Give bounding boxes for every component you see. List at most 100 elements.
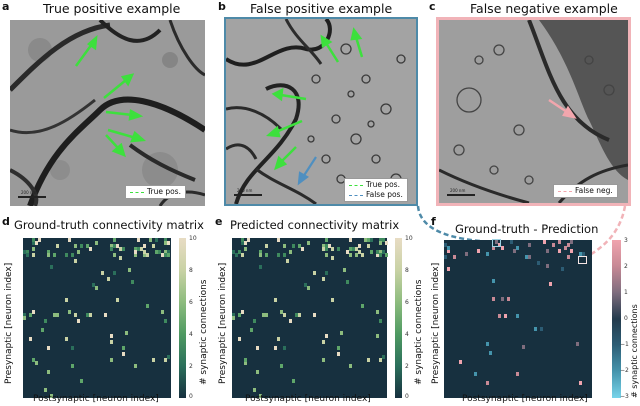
matrix-cell bbox=[134, 253, 137, 257]
matrix-cell bbox=[337, 352, 340, 356]
arrows-false-neg bbox=[548, 98, 577, 119]
cbar-d-tick: 2 bbox=[189, 363, 193, 370]
matrix-cell bbox=[74, 244, 77, 248]
matrix-cell bbox=[113, 244, 116, 248]
matrix-cell bbox=[241, 238, 244, 242]
matrix-cell bbox=[238, 313, 241, 317]
matrix-cell bbox=[238, 337, 241, 341]
matrix-cell bbox=[492, 246, 495, 250]
matrix-cell bbox=[68, 310, 71, 314]
matrix-cell bbox=[65, 298, 68, 302]
matrix-cell bbox=[143, 244, 146, 248]
matrix-cell bbox=[546, 264, 549, 268]
matrix-cell bbox=[74, 313, 77, 317]
matrix-cell bbox=[376, 334, 379, 338]
matrix-cell bbox=[53, 313, 56, 317]
matrix-cell bbox=[337, 346, 340, 350]
matrix-cell bbox=[44, 388, 47, 392]
panel-a-title: True positive example bbox=[43, 1, 181, 16]
scale-label: 200 nm bbox=[237, 188, 253, 193]
matrix-cell bbox=[68, 238, 71, 242]
matrix-cell bbox=[50, 394, 53, 398]
panel-e-title: Predicted connectivity matrix bbox=[230, 218, 400, 232]
matrix-cell bbox=[382, 238, 385, 242]
matrix-cell bbox=[561, 267, 564, 271]
matrix-cell bbox=[110, 334, 113, 338]
matrix-cell bbox=[244, 247, 247, 251]
cbar-e-tick: 4 bbox=[405, 331, 409, 338]
cbar-f-tick: 0 bbox=[624, 315, 628, 322]
cbar-e-tick: 2 bbox=[405, 363, 409, 370]
matrix-cell bbox=[104, 313, 107, 317]
matrix-cell bbox=[265, 244, 268, 248]
matrix-cell bbox=[241, 253, 244, 257]
matrix-cell bbox=[80, 244, 83, 248]
matrix-cell bbox=[516, 246, 519, 250]
matrix-cell bbox=[349, 364, 352, 368]
matrix-cell bbox=[23, 250, 26, 254]
legend-b-true-pos: True pos. bbox=[366, 180, 400, 189]
matrix-cell bbox=[474, 372, 477, 376]
matrix-cell bbox=[92, 283, 95, 287]
matrix-cell bbox=[29, 337, 32, 341]
matrix-cell bbox=[283, 244, 286, 248]
matrix-cell bbox=[498, 243, 501, 247]
matrix-cell bbox=[95, 286, 98, 290]
matrix-cell bbox=[280, 364, 283, 368]
matrix-cell bbox=[385, 241, 388, 245]
matrix-cell bbox=[134, 247, 137, 251]
matrix-cell bbox=[346, 250, 349, 254]
matrix-cell bbox=[513, 249, 516, 253]
legend-b: True pos. False pos. bbox=[344, 178, 408, 202]
matrix-cell bbox=[486, 252, 489, 256]
matrix-cell bbox=[113, 271, 116, 275]
matrix-cell bbox=[71, 346, 74, 350]
matrix-cell bbox=[26, 253, 29, 257]
matrix-cell bbox=[325, 271, 328, 275]
matrix-cell bbox=[164, 238, 167, 242]
matrix-cell bbox=[510, 240, 513, 244]
em-image-false-negative: 200 nm False neg. bbox=[436, 17, 631, 206]
matrix-cell bbox=[516, 372, 519, 376]
scale-bar bbox=[234, 194, 262, 196]
matrix-cell bbox=[459, 360, 462, 364]
true-pos-swatch bbox=[349, 184, 363, 186]
matrix-cell bbox=[32, 358, 35, 362]
matrix-cell bbox=[364, 238, 367, 242]
legend-c-false-neg: False neg. bbox=[575, 186, 613, 195]
matrix-cell bbox=[143, 253, 146, 257]
matrix-cell bbox=[232, 313, 235, 317]
matrix-cell bbox=[376, 250, 379, 254]
matrix-cell bbox=[325, 238, 328, 242]
matrix-cell bbox=[122, 346, 125, 350]
matrix-cell bbox=[549, 282, 552, 286]
matrix-cell bbox=[47, 253, 50, 257]
matrix-cell bbox=[38, 238, 41, 242]
matrix-cell bbox=[110, 340, 113, 344]
cbar-f-tick: 1 bbox=[624, 289, 628, 296]
colorbar-f bbox=[612, 240, 621, 398]
matrix-cell bbox=[101, 271, 104, 275]
matrix-cell bbox=[146, 304, 149, 308]
matrix-cell bbox=[570, 249, 573, 253]
matrix-cell bbox=[501, 297, 504, 301]
matrix-cell bbox=[304, 283, 307, 287]
matrix-cell bbox=[122, 247, 125, 251]
matrix-cell bbox=[164, 250, 167, 254]
matrix-cell bbox=[516, 314, 519, 318]
matrix-cell bbox=[89, 313, 92, 317]
matrix-cell bbox=[298, 244, 301, 248]
highlight-box-false-neg bbox=[578, 256, 587, 264]
matrix-cell bbox=[134, 250, 137, 254]
matrix-cell bbox=[131, 280, 134, 284]
matrix-cell bbox=[522, 345, 525, 349]
colorbar-e bbox=[395, 238, 402, 398]
matrix-cell bbox=[158, 250, 161, 254]
matrix-cell bbox=[292, 244, 295, 248]
matrix-cell bbox=[80, 379, 83, 383]
matrix-cell bbox=[340, 331, 343, 335]
matrix-cell bbox=[379, 250, 382, 254]
panel-c-title: False negative example bbox=[470, 1, 618, 16]
matrix-cell bbox=[567, 255, 570, 259]
matrix-cell bbox=[32, 247, 35, 251]
